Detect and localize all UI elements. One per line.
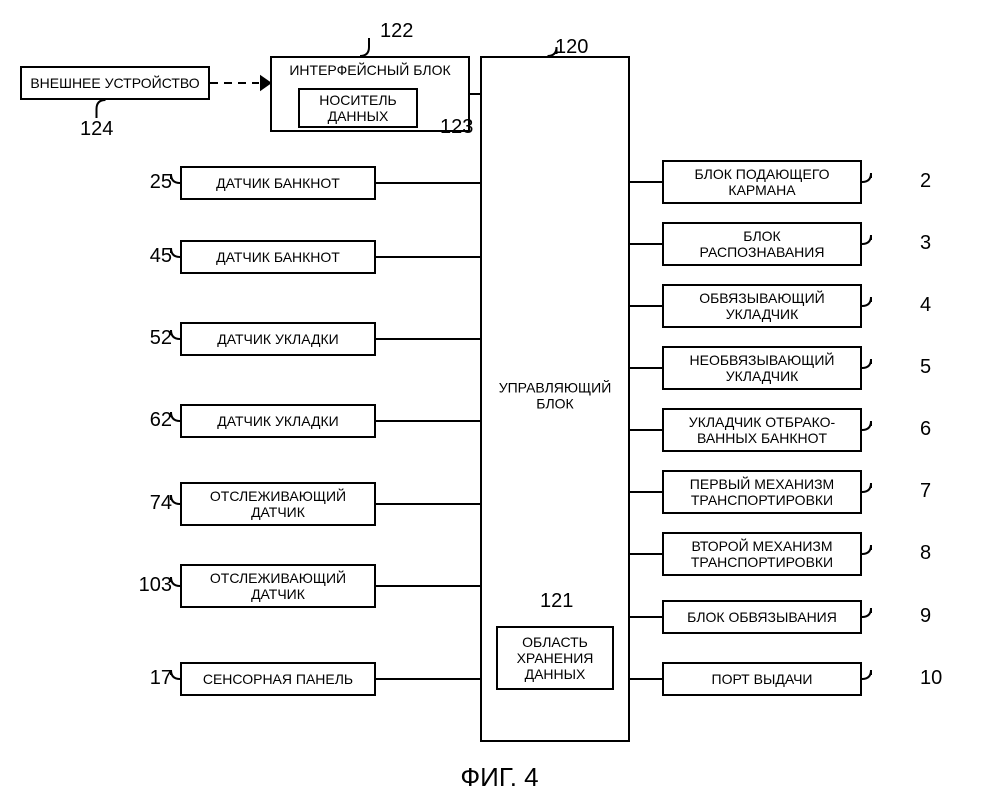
ref-122: 122: [380, 20, 413, 43]
right-node: ОБВЯЗЫВАЮЩИЙ УКЛАДЧИК: [662, 284, 862, 328]
right-node: ВТОРОЙ МЕХАНИЗМ ТРАНСПОРТИРОВКИ: [662, 532, 862, 576]
right-node-label: БЛОК ПОДАЮЩЕГО КАРМАНА: [694, 166, 829, 198]
left-node: ОТСЛЕЖИВАЮЩИЙ ДАТЧИК: [180, 482, 376, 526]
external-device-label: ВНЕШНЕЕ УСТРОЙСТВО: [30, 75, 199, 91]
ref-right-9: 9: [920, 605, 931, 628]
ref-left-17: 17: [150, 667, 172, 690]
ref-right-5: 5: [920, 356, 931, 379]
data-carrier-label: НОСИТЕЛЬ ДАННЫХ: [319, 92, 396, 124]
left-node: СЕНСОРНАЯ ПАНЕЛЬ: [180, 662, 376, 696]
left-node-label: СЕНСОРНАЯ ПАНЕЛЬ: [203, 671, 353, 687]
diagram-stage: ФИГ. 4 УПРАВЛЯЮЩИЙ БЛОК 120 ОБЛАСТЬ ХРАНЕН…: [0, 0, 999, 802]
ref-left-52: 52: [150, 327, 172, 350]
right-node: БЛОК РАСПОЗНАВАНИЯ: [662, 222, 862, 266]
right-node: БЛОК ОБВЯЗЫВАНИЯ: [662, 600, 862, 634]
ref-left-103: 103: [139, 574, 172, 597]
left-node-label: ДАТЧИК БАНКНОТ: [216, 249, 340, 265]
right-node-label: БЛОК ОБВЯЗЫВАНИЯ: [687, 609, 837, 625]
left-node: ДАТЧИК УКЛАДКИ: [180, 404, 376, 438]
left-node-label: ДАТЧИК УКЛАДКИ: [217, 413, 338, 429]
ref-right-10: 10: [920, 667, 942, 690]
ref-right-4: 4: [920, 294, 931, 317]
central-block-label: УПРАВЛЯЮЩИЙ БЛОК: [499, 380, 612, 412]
ref-124: 124: [80, 118, 113, 141]
ref-left-74: 74: [150, 492, 172, 515]
left-node-label: ДАТЧИК БАНКНОТ: [216, 175, 340, 191]
ref-left-62: 62: [150, 409, 172, 432]
storage-area-block: ОБЛАСТЬ ХРАНЕНИЯ ДАННЫХ: [496, 626, 614, 690]
left-node-label: ОТСЛЕЖИВАЮЩИЙ ДАТЧИК: [210, 488, 346, 520]
left-node-label: ДАТЧИК УКЛАДКИ: [217, 331, 338, 347]
ref-right-8: 8: [920, 542, 931, 565]
right-node: УКЛАДЧИК ОТБРАКО- ВАННЫХ БАНКНОТ: [662, 408, 862, 452]
left-node-label: ОТСЛЕЖИВАЮЩИЙ ДАТЧИК: [210, 570, 346, 602]
right-node: ПЕРВЫЙ МЕХАНИЗМ ТРАНСПОРТИРОВКИ: [662, 470, 862, 514]
ref-123: 123: [440, 116, 473, 139]
ref-121: 121: [540, 590, 573, 613]
ref-left-25: 25: [150, 171, 172, 194]
right-node-label: УКЛАДЧИК ОТБРАКО- ВАННЫХ БАНКНОТ: [689, 414, 835, 446]
left-node: ДАТЧИК УКЛАДКИ: [180, 322, 376, 356]
right-node: ПОРТ ВЫДАЧИ: [662, 662, 862, 696]
left-node: ДАТЧИК БАНКНОТ: [180, 166, 376, 200]
right-node-label: БЛОК РАСПОЗНАВАНИЯ: [700, 228, 825, 260]
left-node: ОТСЛЕЖИВАЮЩИЙ ДАТЧИК: [180, 564, 376, 608]
ref-left-45: 45: [150, 245, 172, 268]
right-node: НЕОБВЯЗЫВАЮЩИЙ УКЛАДЧИК: [662, 346, 862, 390]
interface-block-label: ИНТЕРФЕЙСНЫЙ БЛОК: [289, 62, 450, 78]
ref-right-2: 2: [920, 170, 931, 193]
right-node-label: ПОРТ ВЫДАЧИ: [712, 671, 813, 687]
left-node: ДАТЧИК БАНКНОТ: [180, 240, 376, 274]
external-device-block: ВНЕШНЕЕ УСТРОЙСТВО: [20, 66, 210, 100]
right-node-label: ВТОРОЙ МЕХАНИЗМ ТРАНСПОРТИРОВКИ: [691, 538, 833, 570]
right-node-label: ПЕРВЫЙ МЕХАНИЗМ ТРАНСПОРТИРОВКИ: [690, 476, 834, 508]
ref-120: 120: [555, 36, 588, 59]
ref-right-3: 3: [920, 232, 931, 255]
ref-right-6: 6: [920, 418, 931, 441]
storage-area-label: ОБЛАСТЬ ХРАНЕНИЯ ДАННЫХ: [517, 634, 594, 682]
figure-caption: ФИГ. 4: [0, 762, 999, 793]
right-node-label: ОБВЯЗЫВАЮЩИЙ УКЛАДЧИК: [699, 290, 825, 322]
data-carrier-block: НОСИТЕЛЬ ДАННЫХ: [298, 88, 418, 128]
ref-right-7: 7: [920, 480, 931, 503]
right-node: БЛОК ПОДАЮЩЕГО КАРМАНА: [662, 160, 862, 204]
right-node-label: НЕОБВЯЗЫВАЮЩИЙ УКЛАДЧИК: [690, 352, 835, 384]
